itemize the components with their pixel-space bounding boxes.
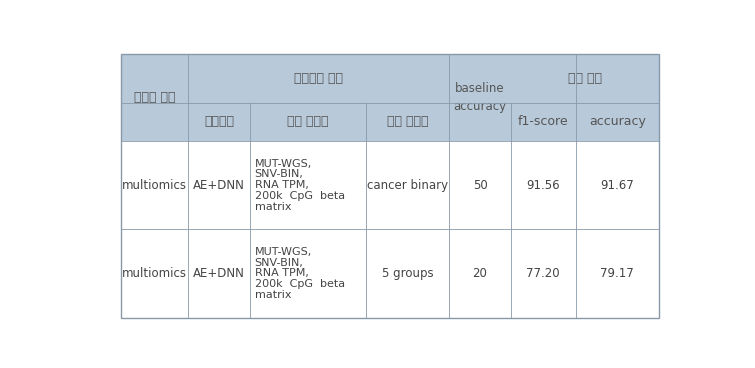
Text: MUT-WGS,: MUT-WGS,: [254, 247, 312, 257]
Text: AE+DNN: AE+DNN: [193, 267, 245, 280]
Text: 20: 20: [473, 267, 488, 280]
Text: cancer binary: cancer binary: [367, 179, 448, 192]
Text: matrix: matrix: [254, 202, 291, 212]
Text: accuracy: accuracy: [589, 116, 646, 128]
Text: 인공지능 모델: 인공지능 모델: [294, 72, 343, 85]
Text: 200k  CpG  beta: 200k CpG beta: [254, 279, 345, 289]
Text: RNA TPM,: RNA TPM,: [254, 180, 309, 190]
Bar: [121, 141, 659, 229]
Text: MUT-WGS,: MUT-WGS,: [254, 159, 312, 169]
Text: SNV-BIN,: SNV-BIN,: [254, 258, 304, 268]
Text: 200k  CpG  beta: 200k CpG beta: [254, 191, 345, 201]
Text: 평가 결과: 평가 결과: [568, 72, 602, 85]
Text: 91.67: 91.67: [600, 179, 634, 192]
Text: 77.20: 77.20: [526, 267, 560, 280]
Text: multiomics: multiomics: [122, 267, 186, 280]
Text: 91.56: 91.56: [526, 179, 560, 192]
Text: 50: 50: [473, 179, 488, 192]
Text: 5 groups: 5 groups: [381, 267, 433, 280]
Text: SNV-BIN,: SNV-BIN,: [254, 169, 304, 180]
Bar: [121, 229, 659, 318]
Text: 출력 데이터: 출력 데이터: [387, 116, 428, 128]
Bar: [121, 54, 659, 141]
Text: 모델이름: 모델이름: [204, 116, 234, 128]
Text: 데이터 유형: 데이터 유형: [134, 91, 175, 104]
Text: RNA TPM,: RNA TPM,: [254, 269, 309, 279]
Text: baseline
accuracy: baseline accuracy: [454, 82, 507, 113]
Text: AE+DNN: AE+DNN: [193, 179, 245, 192]
Text: f1-score: f1-score: [518, 116, 569, 128]
Text: matrix: matrix: [254, 290, 291, 300]
Text: 79.17: 79.17: [600, 267, 634, 280]
Text: multiomics: multiomics: [122, 179, 186, 192]
Text: 입력 데이터: 입력 데이터: [287, 116, 328, 128]
